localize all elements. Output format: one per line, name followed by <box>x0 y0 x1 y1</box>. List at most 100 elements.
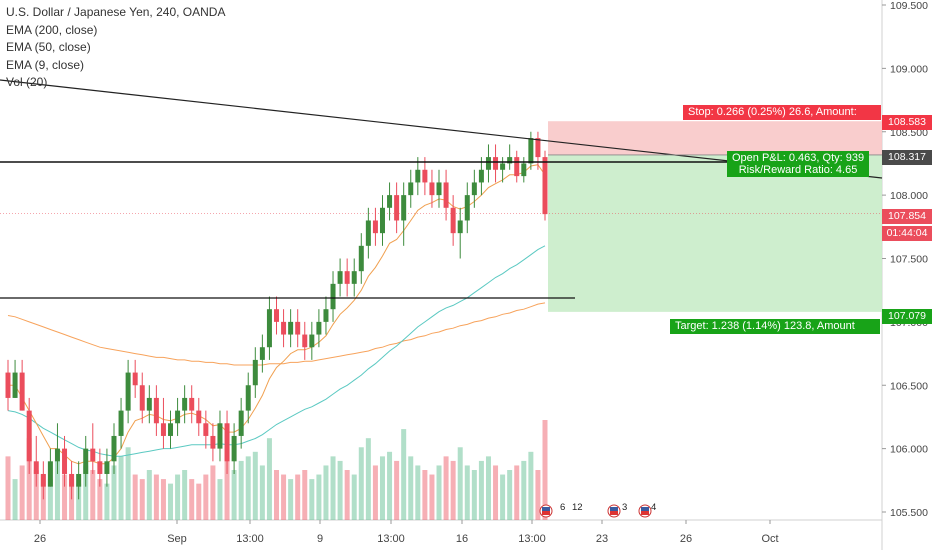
volume-bar <box>217 479 223 520</box>
candle-body <box>500 163 506 170</box>
candle-body <box>97 461 103 474</box>
stop-zone <box>548 121 882 155</box>
candle-body <box>288 321 294 335</box>
candle-body <box>182 397 188 411</box>
volume-bar <box>351 474 357 520</box>
volume-bar <box>372 465 378 520</box>
volume-bar <box>344 470 350 520</box>
candle-body <box>231 435 237 462</box>
countdown-tag: 01:44:04 <box>882 226 932 241</box>
volume-bar <box>394 460 400 520</box>
volume-bar <box>471 470 477 520</box>
candle-body <box>542 157 548 215</box>
x-tick-label: 26 <box>680 533 692 545</box>
ema200-line <box>7 302 546 366</box>
volume-bar <box>19 465 25 520</box>
candle-body <box>457 220 463 234</box>
volume-bar <box>316 474 322 520</box>
candle-body <box>196 410 202 424</box>
event-flag-2-flag <box>610 507 618 511</box>
candle-body <box>302 334 308 348</box>
volume-bar <box>379 456 385 520</box>
candle-body <box>521 163 527 177</box>
volume-bar <box>203 474 209 520</box>
volume-bar <box>387 451 393 520</box>
candle-body <box>83 448 89 474</box>
candle-body <box>189 397 195 411</box>
volume-bar <box>288 479 294 520</box>
volume-bar <box>69 479 75 520</box>
candle-body <box>252 359 258 386</box>
position-zones <box>0 121 882 312</box>
candle-body <box>19 372 25 411</box>
volume-bars <box>5 420 548 520</box>
volume-bar <box>54 460 60 520</box>
volume-bar <box>224 447 230 520</box>
volume-bar <box>514 465 520 520</box>
candle-body <box>401 195 407 221</box>
volume-bar <box>47 479 53 520</box>
y-tick-label: 109.500 <box>890 0 928 12</box>
candle-body <box>5 372 11 398</box>
volume-bar <box>281 474 287 520</box>
volume-bar <box>408 456 414 520</box>
candle-body <box>507 157 513 164</box>
volume-bar <box>196 483 202 520</box>
candle-body <box>153 397 159 424</box>
candle-body <box>358 245 364 272</box>
y-tick-label: 108.000 <box>890 190 928 202</box>
candle-body <box>76 473 82 487</box>
volume-bar <box>5 456 11 520</box>
candle-body <box>224 423 230 462</box>
candle-body <box>90 448 96 462</box>
candle-body <box>408 182 414 196</box>
volume-bar <box>521 460 527 520</box>
candle-body <box>132 372 138 386</box>
candle-body <box>281 321 287 335</box>
candles <box>5 131 548 500</box>
volume-bar <box>330 456 336 520</box>
candle-body <box>337 271 343 284</box>
event-markers[interactable]: 6 12 3 4 <box>539 502 656 518</box>
stop-label[interactable]: Stop: 0.266 (0.25%) 26.6, Amount: <box>683 105 881 120</box>
candle-body <box>387 195 393 208</box>
candle-body <box>394 195 400 221</box>
volume-bar <box>175 474 181 520</box>
volume-bar <box>535 470 541 520</box>
volume-bar <box>457 447 463 520</box>
candle-body <box>365 220 371 246</box>
y-tick-label: 107.500 <box>890 254 928 266</box>
open-pnl-text: Open P&L: 0.463, Qty: 939 <box>732 152 865 164</box>
volume-bar <box>323 465 329 520</box>
volume-bar <box>358 447 364 520</box>
candle-body <box>309 334 315 348</box>
volume-bar <box>12 479 18 520</box>
event-flag-2-stripe <box>610 511 618 515</box>
last-price-tag: 107.854 <box>882 209 932 224</box>
candle-body <box>443 182 449 208</box>
target-label[interactable]: Target: 1.238 (1.14%) 123.8, Amount <box>670 319 880 334</box>
volume-bar <box>528 451 534 520</box>
volume-bar <box>295 474 301 520</box>
volume-bar <box>415 465 421 520</box>
x-tick-label: 9 <box>317 533 323 545</box>
volume-bar <box>478 460 484 520</box>
volume-bar <box>429 474 435 520</box>
candle-body <box>295 321 301 335</box>
candle-body <box>485 157 491 170</box>
candle-body <box>40 473 46 487</box>
event-count-1: 6 <box>560 502 565 513</box>
candle-body <box>344 271 350 284</box>
pnl-label[interactable]: Open P&L: 0.463, Qty: 939 Risk/Reward Ra… <box>727 151 870 177</box>
y-tick-label: 106.500 <box>890 380 928 392</box>
volume-bar <box>182 470 188 520</box>
y-tick-label: 106.000 <box>890 444 928 456</box>
volume-bar <box>464 465 470 520</box>
candle-body <box>118 410 124 436</box>
volume-bar <box>83 465 89 520</box>
volume-bar <box>422 470 428 520</box>
candle-body <box>69 473 75 487</box>
volume-bar <box>139 479 145 520</box>
candle-body <box>351 271 357 284</box>
